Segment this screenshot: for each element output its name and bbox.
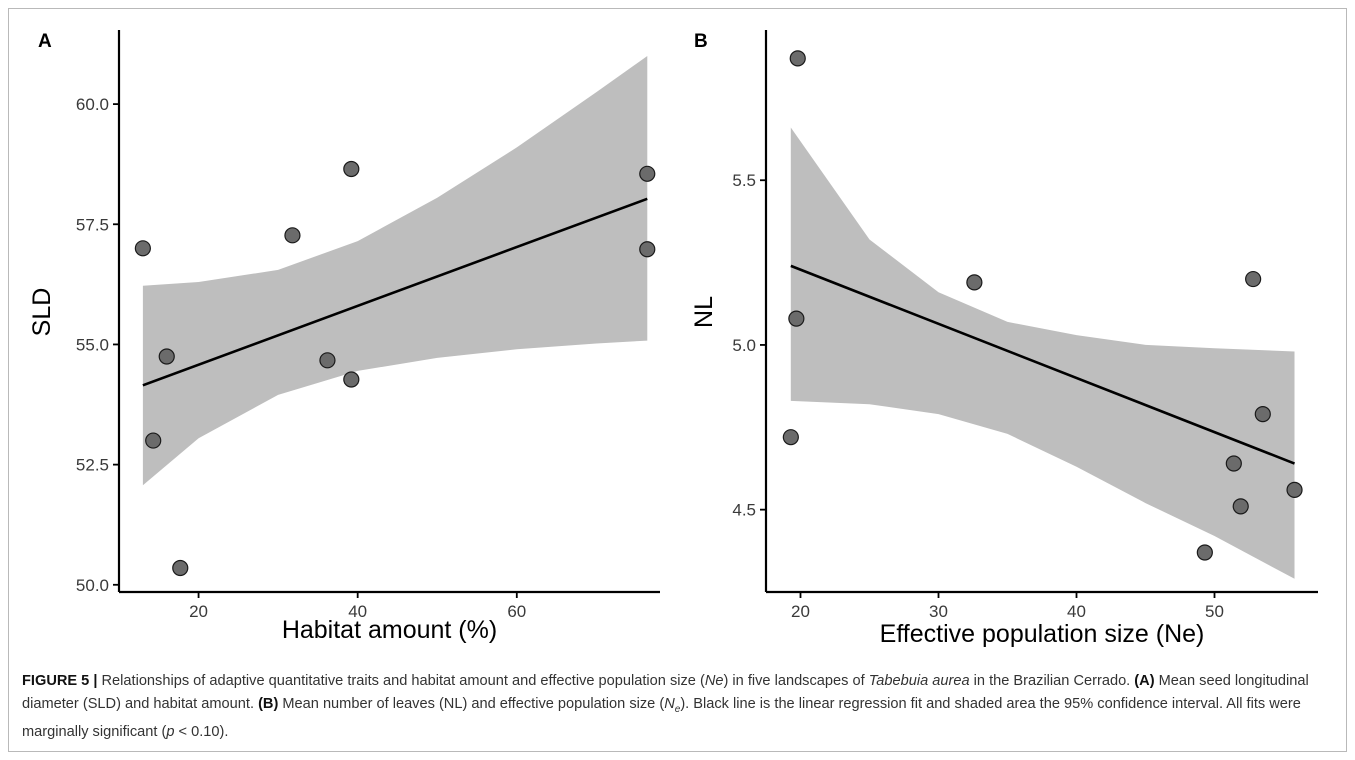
caption-text: ). Black line is the linear regression f… xyxy=(22,695,1301,740)
data-point xyxy=(134,240,151,257)
data-point xyxy=(1245,270,1262,288)
figure-plots: 50.0 52.5 55.0 57.5 60.0 20 40 60 A Habitat amoun… xyxy=(28,30,1318,648)
y-tick-label: 52.5 xyxy=(76,456,109,475)
chart-panel-a: 50.0 52.5 55.0 57.5 60.0 20 40 60 A Habitat amoun… xyxy=(28,30,660,644)
data-point xyxy=(343,160,360,178)
x-tick-label: 40 xyxy=(1067,602,1086,621)
caption-panel-a-label: (A) xyxy=(1134,673,1155,689)
data-point xyxy=(966,274,983,291)
y-tick-label: 57.5 xyxy=(76,215,109,234)
x-tick-label: 20 xyxy=(189,602,208,621)
caption-text: ) in five landscapes of xyxy=(723,673,869,689)
data-point xyxy=(788,310,805,327)
caption-panel-a-text: Mean seed longitudinal diameter (SLD) an… xyxy=(22,673,1309,712)
y-axis-title: SLD xyxy=(28,288,56,337)
y-tick-label: 5.5 xyxy=(732,171,756,190)
x-tick-label: 20 xyxy=(791,602,810,621)
confidence-band xyxy=(790,127,1295,579)
data-point xyxy=(1196,544,1213,561)
x-tick-label: 50 xyxy=(1205,602,1224,621)
chart-panel-b: 4.5 5.0 5.5 20 30 40 50 B Effective population s… xyxy=(690,30,1318,648)
data-point xyxy=(782,429,799,446)
data-point xyxy=(789,50,806,67)
y-tick-label: 50.0 xyxy=(76,576,109,595)
caption-figure-label: FIGURE 5 | xyxy=(22,673,98,689)
data-point xyxy=(1286,481,1303,498)
figure-caption: FIGURE 5 | Relationships of adaptive qua… xyxy=(22,670,1332,743)
confidence-band xyxy=(142,56,648,486)
caption-text: in the Brazilian Cerrado. xyxy=(969,673,1135,689)
y-tick-label: 4.5 xyxy=(732,501,756,520)
caption-species: Tabebuia aurea xyxy=(868,673,970,689)
y-tick-label: 5.0 xyxy=(732,336,756,355)
data-point xyxy=(284,227,301,244)
x-axis-title: Effective population size (Ne) xyxy=(880,620,1205,648)
caption-text: < 0.10). xyxy=(174,723,229,740)
x-axis-title: Habitat amount (%) xyxy=(282,616,497,644)
data-point xyxy=(1225,455,1242,472)
x-tick-label: 40 xyxy=(348,602,367,621)
caption-p-italic: p xyxy=(166,723,175,740)
regression-line xyxy=(142,197,648,387)
caption-text: Relationships of adaptive quantitative t… xyxy=(97,673,705,689)
data-point xyxy=(145,432,162,449)
data-point xyxy=(639,241,656,258)
caption-ne-base: N xyxy=(664,695,675,712)
regression-line xyxy=(790,264,1296,465)
panel-label-a: A xyxy=(38,31,52,52)
y-axis-title: NL xyxy=(690,296,718,328)
caption-ne-sub: e xyxy=(674,703,681,715)
data-point xyxy=(158,348,175,365)
x-tick-label: 60 xyxy=(507,602,526,621)
data-point xyxy=(1232,498,1249,515)
panel-label-b: B xyxy=(694,31,708,52)
x-tick-label: 30 xyxy=(929,602,948,621)
data-point xyxy=(172,559,189,577)
data-point xyxy=(319,352,336,369)
caption-panel-b-text: Mean number of leaves (NL) and effective… xyxy=(278,695,665,712)
caption-panel-b-label: (B) xyxy=(258,695,279,712)
data-point xyxy=(343,371,360,388)
data-point xyxy=(639,165,656,182)
y-tick-label: 55.0 xyxy=(76,335,109,354)
y-tick-label: 60.0 xyxy=(76,95,109,114)
caption-ne-symbol: Ne xyxy=(664,695,681,715)
data-point xyxy=(1254,406,1271,423)
caption-ne-italic: Ne xyxy=(704,673,724,689)
